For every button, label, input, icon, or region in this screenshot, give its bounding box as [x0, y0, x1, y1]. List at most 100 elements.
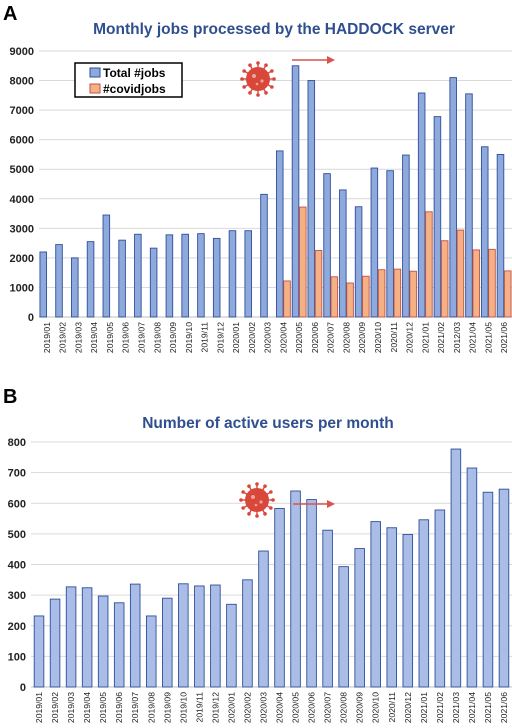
y-tick-label: 800	[8, 437, 26, 449]
bar-active-users	[418, 519, 430, 688]
x-tick-label: 2019/08	[152, 322, 162, 353]
y-tick-label: 0	[28, 312, 34, 324]
chart-title-b: Number of active users per month	[142, 415, 394, 432]
bar-active-users	[33, 615, 45, 688]
bar-total-jobs	[228, 230, 237, 318]
y-tick-label: 100	[8, 651, 26, 663]
x-tick-label: 2019/09	[162, 692, 172, 723]
bar-active-users	[322, 529, 333, 688]
x-tick-label: 2019/02	[50, 692, 60, 723]
x-tick-label: 2019/11	[200, 322, 210, 353]
x-tick-label: 2021/04	[468, 322, 478, 353]
y-tick-label: 600	[8, 498, 26, 510]
x-tick-label: 2020/12	[405, 322, 415, 353]
x-tick-label: 2019/09	[168, 322, 178, 353]
bar-total-jobs	[323, 173, 331, 318]
bar-total-jobs	[134, 233, 142, 318]
x-tick-label: 2019/10	[184, 322, 194, 353]
legend-swatch-total	[89, 67, 101, 78]
x-tick-label: 2020/02	[242, 692, 252, 723]
x-tick-label: 2020/05	[291, 692, 301, 723]
bar-total-jobs	[71, 257, 79, 318]
bar-active-users	[306, 499, 317, 688]
bar-covid-jobs	[488, 248, 496, 318]
x-tick-label: 2019/08	[146, 692, 156, 723]
bar-total-jobs	[212, 237, 221, 318]
bar-covid-jobs	[362, 275, 370, 318]
bar-total-jobs	[417, 92, 426, 318]
x-tick-label: 2019/05	[105, 322, 115, 353]
bar-total-jobs	[354, 206, 363, 318]
x-tick-label: 2020/08	[339, 692, 349, 723]
legend: Total #jobs #covidjobs	[74, 62, 183, 98]
x-tick-label: 2019/10	[178, 692, 188, 723]
chart-title-a: Monthly jobs processed by the HADDOCK se…	[93, 21, 455, 38]
x-tick-label: 2019/05	[98, 692, 108, 723]
x-tick-label: 2020/10	[373, 322, 383, 353]
bar-covid-jobs	[425, 211, 433, 318]
bar-active-users	[482, 491, 494, 688]
x-tick-label: 2020/05	[294, 322, 304, 353]
y-tick-label: 500	[8, 529, 26, 541]
bar-active-users	[338, 566, 349, 688]
virus-icon	[239, 482, 275, 518]
bar-active-users	[49, 598, 61, 688]
y-axis-ticks-a: 0 1000 2000 3000 4000 5000 6000 7000 8000 9000	[10, 46, 34, 324]
x-tick-label: 2020/03	[263, 322, 273, 353]
bar-covid-jobs	[283, 280, 291, 318]
x-tick-label: 2020/07	[323, 692, 333, 723]
x-tick-label: 2021/01	[420, 322, 430, 353]
bar-active-users	[450, 448, 462, 688]
bars-a	[39, 65, 512, 318]
x-tick-label: 2019/03	[73, 322, 83, 353]
bars-b	[33, 448, 510, 688]
x-tick-label: 2021/01	[419, 692, 429, 723]
y-tick-label: 9000	[10, 46, 34, 58]
x-tick-label: 2020/01	[231, 322, 241, 353]
y-tick-label: 3000	[10, 223, 34, 235]
gridlines-b	[31, 441, 512, 688]
bar-covid-jobs	[330, 276, 339, 318]
x-tick-label: 2020/09	[357, 322, 367, 353]
bar-active-users	[402, 534, 414, 688]
x-tick-label: 2019/07	[136, 322, 146, 353]
gridlines-a	[39, 50, 512, 318]
x-tick-label: 2020/03	[258, 692, 268, 723]
x-tick-label: 2019/01	[42, 322, 52, 353]
bar-active-users	[81, 587, 93, 688]
x-tick-label: 2020/02	[247, 322, 257, 353]
y-tick-label: 8000	[10, 76, 34, 88]
bar-total-jobs	[197, 233, 205, 318]
x-tick-label: 2020/11	[387, 692, 397, 723]
bar-total-jobs	[433, 116, 442, 318]
x-tick-label: 2019/06	[121, 322, 131, 353]
bar-total-jobs	[244, 230, 252, 318]
bar-total-jobs	[260, 193, 268, 318]
bar-active-users	[258, 550, 269, 688]
legend-label-total: Total #jobs	[103, 66, 166, 80]
x-tick-label: 2020/08	[341, 322, 351, 353]
y-tick-label: 7000	[10, 105, 34, 117]
bar-active-users	[290, 490, 301, 688]
bar-active-users	[129, 583, 141, 688]
bar-total-jobs	[165, 234, 174, 318]
x-tick-label: 2021/06	[499, 692, 509, 723]
bar-total-jobs	[181, 233, 189, 318]
x-tick-label: 2021/05	[483, 322, 493, 353]
x-tick-label: 2019/02	[58, 322, 68, 353]
y-tick-label: 5000	[10, 164, 34, 176]
bar-active-users	[65, 586, 77, 688]
bar-total-jobs	[149, 247, 158, 318]
bar-total-jobs	[118, 239, 126, 318]
bar-total-jobs	[480, 146, 489, 318]
x-tick-label: 2020/04	[278, 322, 288, 353]
x-tick-label: 2021/04	[467, 692, 477, 723]
y-axis-ticks-b: 0 100 200 300 400 500 600 700 800	[8, 437, 26, 694]
y-tick-label: 4000	[10, 194, 34, 206]
bar-total-jobs	[386, 170, 394, 318]
y-tick-label: 2000	[10, 253, 34, 265]
bar-active-users	[242, 579, 253, 688]
x-tick-label: 2021/02	[435, 692, 445, 723]
x-tick-label: 2019/01	[34, 692, 44, 723]
